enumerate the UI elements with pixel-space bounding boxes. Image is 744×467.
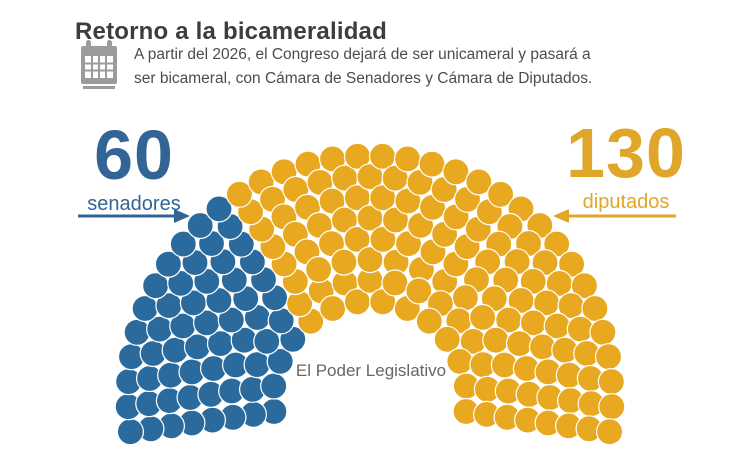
- senadores-count: 60: [94, 116, 174, 194]
- seat-senadores: [116, 418, 144, 446]
- seat-senadores: [154, 250, 182, 278]
- seat-diputados: [405, 277, 433, 305]
- senadores-word: senadores: [87, 193, 181, 215]
- seat-diputados: [469, 303, 497, 332]
- senadores-label: 60 senadores: [68, 120, 200, 214]
- seat-senadores: [123, 318, 151, 346]
- seat-diputados: [557, 250, 586, 278]
- senadores-arrow-icon: [78, 209, 190, 223]
- seat-diputados: [597, 368, 626, 396]
- seat-senadores: [266, 347, 294, 375]
- seat-diputados: [393, 145, 422, 173]
- seat-diputados: [598, 393, 626, 421]
- seat-diputados: [225, 180, 253, 208]
- seat-diputados: [595, 418, 624, 446]
- seat-senadores: [169, 230, 197, 258]
- intro-text: A partir del 2026, el Congreso dejará de…: [134, 43, 592, 91]
- seat-diputados: [570, 272, 599, 300]
- seat-diputados: [319, 294, 347, 323]
- diputados-arrow-icon: [553, 209, 676, 223]
- seat-senadores: [186, 211, 214, 240]
- seat-senadores: [243, 351, 271, 379]
- seat-senadores: [260, 372, 288, 400]
- diputados-word: diputados: [582, 191, 670, 213]
- seat-diputados: [505, 330, 534, 358]
- seat-senadores: [205, 195, 233, 223]
- page-title: Retorno a la bicameralidad: [75, 18, 387, 46]
- seat-diputados: [305, 255, 333, 284]
- diputados-count: 130: [566, 114, 686, 192]
- seat-diputados: [594, 343, 623, 371]
- seat-diputados: [528, 333, 557, 361]
- seat-diputados: [415, 307, 443, 335]
- diputados-label: 130 diputados: [558, 118, 694, 212]
- seat-diputados: [482, 326, 510, 354]
- intro-text-line2: ser bicameral, con Cámara de Senadores y…: [134, 70, 593, 87]
- seat-diputados: [465, 168, 493, 196]
- seat-diputados: [418, 150, 446, 178]
- seat-diputados: [589, 318, 617, 346]
- seat-diputados: [330, 248, 358, 276]
- seat-diputados: [566, 315, 594, 343]
- seat-diputados: [446, 347, 474, 375]
- seat-diputados: [487, 180, 515, 208]
- intro-text-line1: A partir del 2026, el Congreso dejará de…: [134, 46, 591, 63]
- seat-diputados: [381, 269, 409, 297]
- chamber-center-label: El Poder Legislativo: [295, 361, 447, 380]
- seat-diputados: [442, 158, 470, 186]
- calendar-icon: [80, 40, 118, 95]
- seat-senadores: [131, 294, 159, 323]
